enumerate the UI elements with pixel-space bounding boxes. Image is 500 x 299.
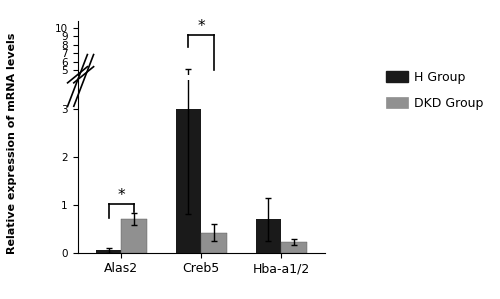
Bar xyxy=(281,242,306,253)
Bar xyxy=(122,107,147,113)
Bar xyxy=(256,219,281,253)
Bar xyxy=(176,109,202,253)
Bar xyxy=(96,250,122,253)
Text: *: * xyxy=(198,19,205,34)
Text: Relative expression of mRNA levels: Relative expression of mRNA levels xyxy=(8,33,18,254)
Bar xyxy=(256,107,281,113)
Bar xyxy=(176,88,202,113)
Bar xyxy=(281,111,306,113)
Bar xyxy=(122,219,147,253)
Text: *: * xyxy=(118,188,125,203)
Legend: H Group, DKD Group: H Group, DKD Group xyxy=(380,66,489,115)
Bar xyxy=(201,110,227,113)
Bar xyxy=(201,233,227,253)
